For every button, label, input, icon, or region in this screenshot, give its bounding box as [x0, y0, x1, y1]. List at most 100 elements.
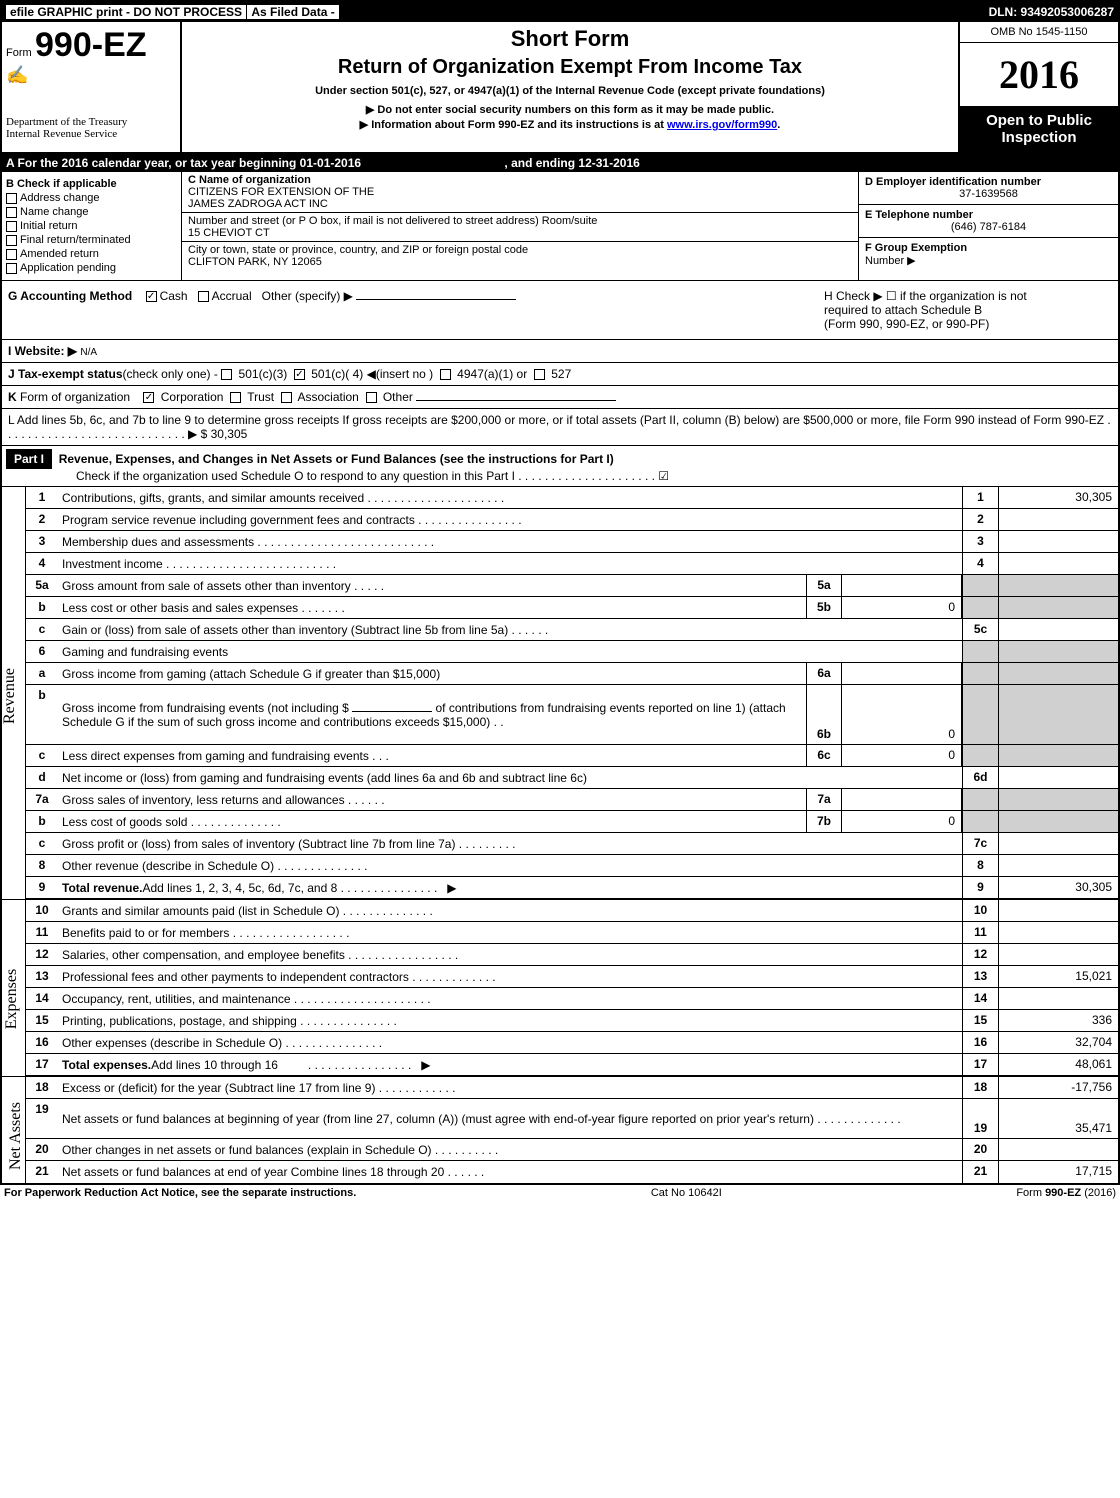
rv: [998, 988, 1118, 1009]
h-line1: H Check ▶ ☐ if the organization is not: [824, 289, 1112, 303]
footer-catno: Cat No 10642I: [651, 1187, 722, 1199]
form-prefix: Form: [6, 47, 32, 59]
cb-accrual[interactable]: [198, 291, 209, 302]
rn: 13: [962, 966, 998, 987]
c-label: C Name of organization: [188, 174, 852, 186]
ld: Benefits paid to or for members . . . . …: [58, 922, 962, 943]
rn: 18: [962, 1077, 998, 1098]
rn: 21: [962, 1161, 998, 1183]
treasury-dept: Department of the Treasury Internal Reve…: [6, 116, 176, 140]
rv: 32,704: [998, 1032, 1118, 1053]
tax-year: 2016: [960, 43, 1118, 106]
revenue-lines: 1Contributions, gifts, grants, and simil…: [26, 487, 1118, 899]
cb-trust[interactable]: [230, 392, 241, 403]
rv: [998, 922, 1118, 943]
header-right: OMB No 1545-1150 2016 Open to Public Ins…: [958, 22, 1118, 152]
cb-name-change[interactable]: Name change: [6, 206, 177, 218]
part1-header: Part I Revenue, Expenses, and Changes in…: [2, 446, 1118, 487]
row-gh: G Accounting Method ✓Cash Accrual Other …: [2, 281, 1118, 340]
i-label: I Website: ▶: [8, 344, 77, 358]
ln: 18: [26, 1077, 58, 1098]
ld: Less cost or other basis and sales expen…: [58, 597, 806, 618]
cb-address-change[interactable]: Address change: [6, 192, 177, 204]
year-begin: 01-01-2016: [300, 156, 361, 170]
cb-527[interactable]: [534, 369, 545, 380]
cb-cash[interactable]: ✓: [146, 291, 157, 302]
cb-corp[interactable]: ✓: [143, 392, 154, 403]
e-label: E Telephone number: [865, 209, 1112, 221]
cb-final-return[interactable]: Final return/terminated: [6, 234, 177, 246]
ln: 16: [26, 1032, 58, 1053]
cb-assoc[interactable]: [281, 392, 292, 403]
expenses-section: Expenses 10Grants and similar amounts pa…: [2, 899, 1118, 1076]
rv-shaded: [998, 641, 1118, 662]
short-form-title: Short Form: [190, 26, 950, 52]
ld: Grants and similar amounts paid (list in…: [58, 900, 962, 921]
ln: 9: [26, 877, 58, 898]
irs-link[interactable]: www.irs.gov/form990: [667, 119, 777, 131]
as-filed-text: As Filed Data -: [247, 5, 338, 19]
rn: 19: [962, 1099, 998, 1138]
open-line1: Open to Public: [966, 112, 1112, 129]
addr-block: Number and street (or P O box, if mail i…: [182, 213, 858, 242]
rv-shaded: [998, 745, 1118, 766]
rn: 5c: [962, 619, 998, 640]
ln: b: [26, 685, 58, 744]
ln: 3: [26, 531, 58, 552]
rn: 14: [962, 988, 998, 1009]
ln: c: [26, 745, 58, 766]
ln: c: [26, 833, 58, 854]
rv: -17,756: [998, 1077, 1118, 1098]
ein-value: 37-1639568: [865, 188, 1112, 200]
sv: 0: [842, 745, 962, 766]
cb-501c[interactable]: ✓: [294, 369, 305, 380]
ln: b: [26, 597, 58, 618]
ln: 12: [26, 944, 58, 965]
expenses-text: Expenses: [3, 969, 21, 1029]
street-addr: 15 CHEVIOT CT: [188, 227, 852, 239]
k-form-org: K Form of organization ✓ Corporation Tru…: [2, 386, 1118, 409]
part1-title: Revenue, Expenses, and Changes in Net As…: [59, 452, 614, 466]
efile-text: efile GRAPHIC print - DO NOT PROCESS: [6, 5, 246, 19]
header-middle: Short Form Return of Organization Exempt…: [182, 22, 958, 152]
h-schedule-b: H Check ▶ ☐ if the organization is not r…: [818, 281, 1118, 339]
city-block: City or town, state or province, country…: [182, 242, 858, 270]
return-title: Return of Organization Exempt From Incom…: [190, 56, 950, 79]
sv: 0: [842, 685, 962, 744]
j-tax-exempt: J Tax-exempt status(check only one) - 50…: [2, 363, 1118, 386]
rv: [998, 553, 1118, 574]
part1-label: Part I: [6, 449, 52, 469]
cb-label: Application pending: [20, 262, 116, 274]
l-gross-receipts: L Add lines 5b, 6c, and 7b to line 9 to …: [2, 409, 1118, 446]
ln: 14: [26, 988, 58, 1009]
cb-other-org[interactable]: [366, 392, 377, 403]
e-phone: E Telephone number (646) 787-6184: [859, 205, 1118, 238]
expenses-lines: 10Grants and similar amounts paid (list …: [26, 900, 1118, 1076]
header-left: Form 990-EZ ✍ Department of the Treasury…: [2, 22, 182, 152]
revenue-section: Revenue 1Contributions, gifts, grants, a…: [2, 487, 1118, 899]
rv: [998, 1139, 1118, 1160]
cb-initial-return[interactable]: Initial return: [6, 220, 177, 232]
footer-yr: (2016): [1081, 1187, 1116, 1199]
rn: 1: [962, 487, 998, 508]
rv-shaded: [998, 663, 1118, 684]
f-label: F Group Exemption: [865, 242, 967, 254]
cb-4947[interactable]: [440, 369, 451, 380]
cb-app-pending[interactable]: Application pending: [6, 262, 177, 274]
cb-501c3[interactable]: [221, 369, 232, 380]
form-990ez: efile GRAPHIC print - DO NOT PROCESS As …: [0, 0, 1120, 1185]
cb-label: Initial return: [20, 220, 77, 232]
rv-shaded: [998, 789, 1118, 810]
part1-check: Check if the organization used Schedule …: [76, 469, 669, 483]
ln: 1: [26, 487, 58, 508]
sb: 6c: [806, 745, 842, 766]
rn: 6d: [962, 767, 998, 788]
ln: a: [26, 663, 58, 684]
rn: 12: [962, 944, 998, 965]
sv: 0: [842, 811, 962, 832]
ln: 17: [26, 1054, 58, 1075]
cb-amended[interactable]: Amended return: [6, 248, 177, 260]
rn-shaded: [962, 811, 998, 832]
omb-number: OMB No 1545-1150: [960, 22, 1118, 43]
cash-label: Cash: [160, 289, 188, 303]
